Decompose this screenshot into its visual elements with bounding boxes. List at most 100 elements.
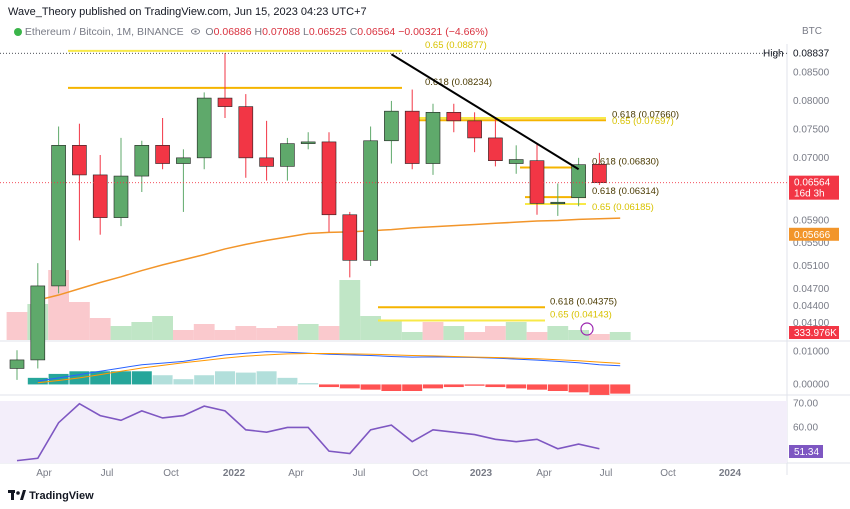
rsi-tag (789, 445, 823, 458)
volume-bar (297, 324, 319, 340)
volume-bar (193, 324, 215, 340)
x-axis-label: Apr (288, 468, 304, 479)
macd-histogram-bar (339, 384, 360, 389)
candle-body (342, 214, 358, 261)
macd-histogram-bar (381, 384, 402, 391)
close-label: C (349, 26, 358, 38)
macd-histogram-bar (464, 384, 485, 386)
macd-histogram-bar (111, 371, 131, 385)
macd-histogram-bar (527, 384, 547, 390)
x-axis-label: Oct (412, 468, 428, 479)
candle-body (488, 137, 503, 161)
candle-body (259, 157, 274, 167)
rsi-band (0, 401, 787, 463)
ema-tag (789, 227, 839, 241)
macd-histogram-bar (319, 384, 339, 388)
volume-bar (318, 326, 340, 340)
macd-histogram-bar (173, 379, 194, 385)
candle-body (321, 141, 337, 216)
price-tick-label: 0.05500 (793, 238, 830, 249)
close-value: 0.06564 (357, 26, 396, 38)
candle-body (404, 110, 420, 164)
fib-level-label: 0.618 (0.08234) (425, 77, 492, 88)
candle-body (508, 159, 524, 164)
price-tick-label: 0.04400 (793, 301, 830, 312)
high-value: 0.07088 (262, 26, 301, 38)
volume-bar (69, 302, 90, 340)
price-tick-label: 0.05900 (793, 215, 830, 226)
fib-level-label: 0.65 (0.06185) (592, 202, 654, 213)
macd-histogram-bar (27, 377, 48, 385)
volume-bar (235, 326, 257, 340)
volume-bar (505, 322, 527, 340)
fib-level-label: 0.618 (0.07660) (612, 109, 679, 120)
candle-body (446, 112, 462, 122)
candle-body (9, 359, 25, 369)
volume-bar (110, 326, 132, 340)
ema-value: 0.05666 (794, 230, 831, 241)
volume-bar (173, 330, 194, 340)
fib-level-label: 0.65 (0.07697) (612, 116, 674, 127)
x-axis-label: 2022 (223, 468, 246, 479)
candle-body (280, 143, 295, 167)
volume-bar (360, 316, 381, 340)
volume-bar (464, 332, 485, 340)
macd-histogram-bar (90, 371, 111, 385)
price-tick-label: 0.04700 (793, 284, 830, 295)
macd-histogram-bar (402, 384, 423, 391)
candle-body (363, 140, 378, 261)
candle-body (113, 175, 129, 218)
tradingview-logo-icon (8, 490, 26, 500)
symbol-name: Ethereum / Bitcoin, 1M, BINANCE (24, 26, 184, 38)
last-price-value: 0.06564 (794, 178, 831, 189)
x-axis-label: 2024 (719, 468, 742, 479)
price-tick-label: 0.07000 (793, 153, 830, 164)
eye-icon[interactable] (190, 27, 200, 36)
volume-bar (214, 330, 236, 340)
rsi-tick-label: 70.00 (793, 399, 818, 410)
currency-label: BTC (802, 26, 822, 37)
rsi-line (16, 402, 600, 462)
brand-footer: TradingView (8, 490, 94, 502)
volume-bar (277, 326, 298, 340)
macd-histogram-bar (235, 372, 256, 385)
open-value: 0.06886 (213, 26, 252, 38)
macd-histogram-bar (215, 371, 235, 385)
volume-bar (609, 332, 631, 340)
candle-body (155, 145, 170, 164)
volume-tag (789, 326, 839, 339)
chart-legend: Ethereum / Bitcoin, 1M, BINANCE O0.06886… (8, 26, 488, 38)
volume-bar (256, 328, 277, 340)
volume-bar (401, 332, 423, 340)
volume-bar (485, 326, 506, 340)
candle-body (571, 164, 586, 198)
price-tick-label: 0.08000 (793, 96, 830, 107)
volume-bar (152, 316, 173, 340)
candle-body (176, 157, 191, 164)
fib-level-label: 0.618 (0.06314) (592, 186, 659, 197)
volume-bar (339, 280, 361, 340)
macd-histogram-bar (131, 371, 152, 385)
candle-body (51, 145, 66, 287)
low-label: L (302, 26, 309, 38)
macd-histogram-bar (152, 375, 173, 385)
status-dot-icon (14, 28, 22, 36)
rsi-tick-label: 60.00 (793, 422, 818, 433)
macd-histogram-bar (568, 384, 589, 393)
volume-bar (6, 312, 28, 340)
trendline (390, 53, 580, 171)
candle-body (92, 174, 108, 218)
x-axis-label: Jul (101, 468, 114, 479)
signal-line (37, 353, 621, 384)
fib-level-label: 0.618 (0.04375) (550, 296, 617, 307)
candle-body (300, 141, 316, 144)
high-label: H (254, 26, 263, 38)
candle-body (217, 97, 233, 107)
price-tick-label: 0.08500 (793, 67, 830, 78)
volume-bar (443, 326, 465, 340)
x-axis-label: Jul (600, 468, 613, 479)
fib-level-label: 0.65 (0.04143) (550, 309, 612, 320)
volume-value: 333.976K (794, 328, 837, 339)
macd-histogram-bar (589, 384, 610, 395)
